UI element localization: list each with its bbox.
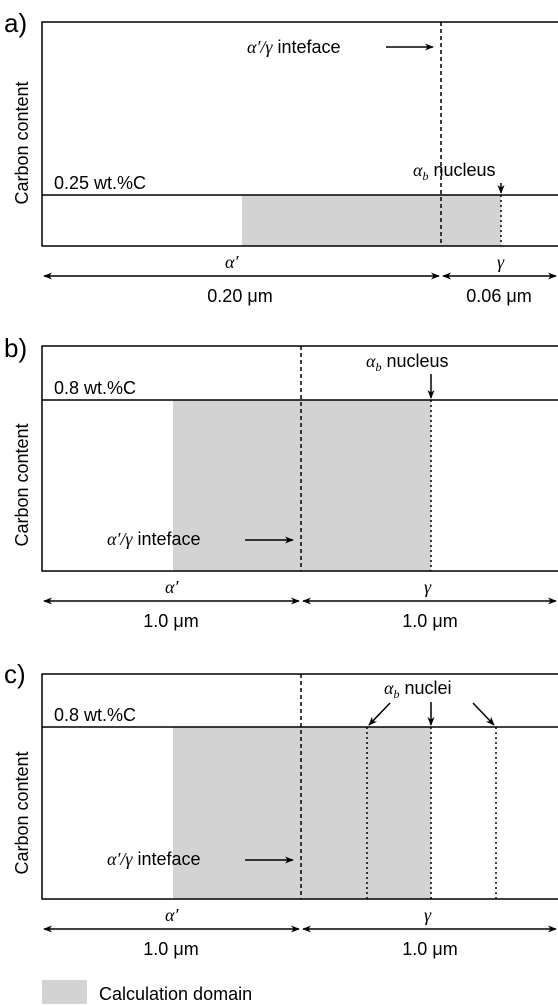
- nucleus-subscript: b: [375, 360, 381, 374]
- width-alpha-prime: 0.20 μm: [207, 286, 272, 306]
- interface-symbol: α′/γ: [247, 37, 273, 57]
- nucleus-symbol: α: [384, 678, 394, 698]
- nucleus-arrow-1: [368, 702, 391, 726]
- panel-label: a): [4, 8, 27, 38]
- panel-a: a) Carbon content 0.25 wt.%C α′/γ intefa…: [4, 8, 558, 306]
- nucleus-arrow-3: [472, 702, 495, 726]
- carbon-level-label: 0.25 wt.%C: [54, 173, 146, 193]
- interface-label: α′/γ inteface: [247, 37, 341, 57]
- y-axis-label: Carbon content: [12, 81, 32, 204]
- legend-swatch: [42, 980, 87, 1004]
- width-alpha-prime: 1.0 μm: [143, 611, 198, 631]
- carbon-level-label: 0.8 wt.%C: [54, 705, 136, 725]
- interface-symbol: α′/γ: [107, 849, 133, 869]
- nucleus-subscript: b: [422, 169, 428, 183]
- y-axis-label: Carbon content: [12, 423, 32, 546]
- panel-label: c): [4, 659, 26, 689]
- width-gamma: 1.0 μm: [402, 939, 457, 959]
- nucleus-symbol: α: [366, 351, 376, 371]
- interface-label: α′/γ inteface: [107, 529, 201, 549]
- interface-symbol: α′/γ: [107, 529, 133, 549]
- width-gamma: 1.0 μm: [402, 611, 457, 631]
- calculation-domain: [173, 727, 431, 899]
- plot-frame: [41, 21, 558, 247]
- y-axis-label: Carbon content: [12, 751, 32, 874]
- nucleus-label: αb nuclei: [384, 678, 451, 701]
- width-alpha-prime: 1.0 μm: [143, 939, 198, 959]
- nucleus-text: nucleus: [381, 351, 448, 371]
- phase-gamma-label: γ: [497, 252, 505, 272]
- calculation-domain: [242, 195, 501, 246]
- nucleus-symbol: α: [413, 160, 423, 180]
- phase-gamma-label: γ: [424, 905, 432, 925]
- panel-b: b) Carbon content 0.8 wt.%C αb nucleus α…: [4, 333, 558, 631]
- phase-alpha-prime-label: α′: [225, 252, 239, 272]
- interface-text: inteface: [132, 529, 200, 549]
- nucleus-text: nuclei: [399, 678, 451, 698]
- panel-label: b): [4, 333, 27, 363]
- interface-text: inteface: [132, 849, 200, 869]
- nucleus-label: αb nucleus: [366, 351, 449, 374]
- phase-alpha-prime-label: α′: [165, 905, 179, 925]
- phase-alpha-prime-label: α′: [165, 577, 179, 597]
- interface-label: α′/γ inteface: [107, 849, 201, 869]
- nucleus-text: nucleus: [428, 160, 495, 180]
- legend: Calculation domain: [42, 980, 252, 1004]
- nucleus-label: αb nucleus: [413, 160, 496, 183]
- calculation-domain: [173, 400, 431, 571]
- legend-label: Calculation domain: [99, 984, 252, 1004]
- width-gamma: 0.06 μm: [466, 286, 531, 306]
- carbon-level-label: 0.8 wt.%C: [54, 378, 136, 398]
- plot-frame: [41, 673, 558, 900]
- interface-text: inteface: [272, 37, 340, 57]
- plot-frame: [41, 345, 558, 572]
- nucleus-subscript: b: [393, 687, 399, 701]
- phase-gamma-label: γ: [424, 577, 432, 597]
- panel-c: c) Carbon content 0.8 wt.%C αb nuclei α′…: [4, 659, 558, 959]
